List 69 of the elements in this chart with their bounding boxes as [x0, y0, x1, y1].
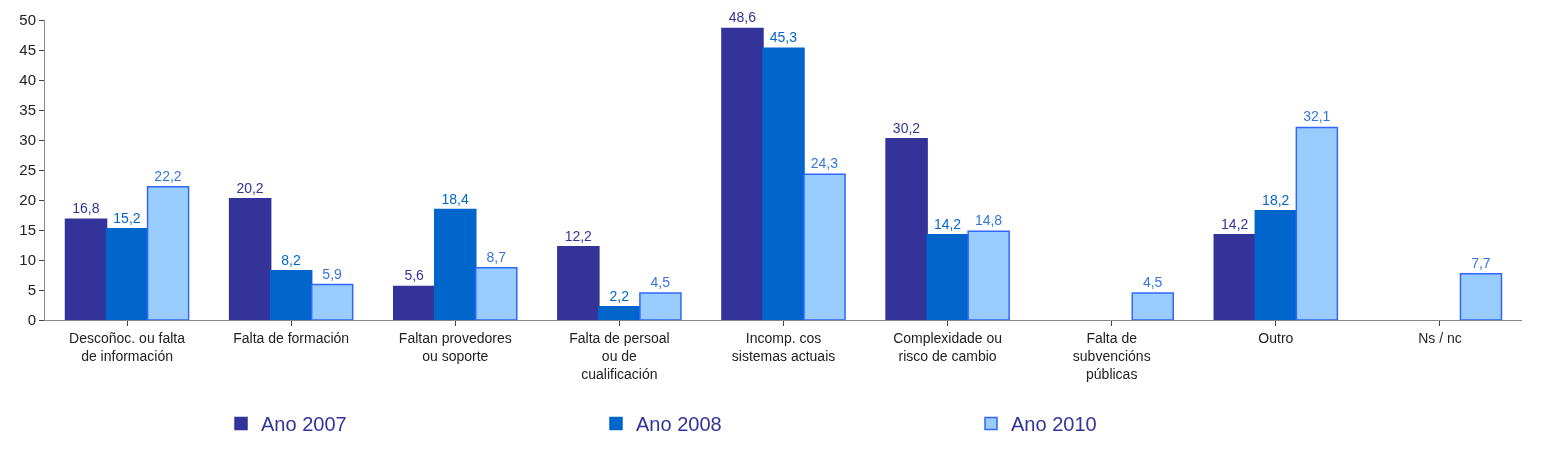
data-label: 8,2 — [281, 251, 301, 268]
data-label: 48,6 — [728, 9, 757, 26]
bar — [434, 208, 477, 320]
bar — [598, 306, 641, 320]
bar — [475, 267, 518, 320]
data-label: 18,4 — [441, 190, 470, 207]
data-label: 24,3 — [810, 155, 839, 172]
y-tick-label: 15 — [19, 221, 36, 239]
data-label: 20,2 — [236, 179, 264, 196]
x-tick-label: Falta de formación — [233, 329, 350, 346]
bar — [1295, 126, 1339, 320]
x-tick-label: Ns / nc — [1418, 329, 1462, 346]
bar — [721, 27, 764, 320]
bar — [803, 173, 846, 320]
y-tick-label: 35 — [19, 101, 36, 119]
y-tick-label: 5 — [27, 281, 36, 299]
bar — [228, 198, 272, 320]
data-label: 18,2 — [1262, 191, 1290, 208]
data-label: 4,5 — [1142, 274, 1163, 290]
bar — [1213, 234, 1257, 320]
y-tick-label: 40 — [19, 71, 36, 89]
bar — [1459, 273, 1503, 320]
data-label: 32,1 — [1303, 108, 1331, 125]
legend-label: Ano 2010 — [1011, 413, 1097, 436]
y-tick-label: 0 — [27, 311, 36, 329]
bar — [639, 292, 682, 320]
bar — [146, 186, 190, 320]
bar — [105, 228, 149, 320]
x-tick-label: Outro — [1258, 329, 1294, 346]
y-tick-label: 30 — [19, 131, 36, 149]
bar — [269, 270, 313, 320]
data-label: 2,2 — [609, 287, 630, 304]
x-tick-label: Falta de subvencións públicas — [1072, 329, 1151, 383]
y-tick-label: 50 — [19, 11, 36, 29]
data-label: 5,9 — [322, 265, 343, 282]
bar — [967, 230, 1010, 320]
legend-label: Ano 2008 — [636, 413, 722, 436]
data-label: 30,2 — [892, 119, 921, 136]
bar — [1131, 292, 1175, 320]
bar — [885, 138, 928, 320]
data-label: 8,7 — [486, 248, 507, 265]
y-tick-label: 20 — [19, 191, 36, 209]
data-label: 14,2 — [933, 215, 962, 232]
bar — [310, 283, 354, 320]
bar — [64, 218, 108, 320]
bar — [392, 285, 436, 320]
data-label: 14,8 — [974, 212, 1003, 229]
data-label: 5,6 — [404, 267, 425, 284]
x-tick-label: Faltan provedores ou soporte — [398, 329, 512, 364]
bar — [762, 47, 805, 320]
data-label: 12,2 — [564, 227, 593, 244]
y-tick-label: 25 — [19, 161, 36, 179]
y-tick-label: 45 — [19, 41, 36, 59]
bar — [1254, 210, 1298, 320]
x-tick-label: Descoñoc. ou falta de información — [69, 329, 186, 364]
data-label: 22,2 — [154, 167, 182, 184]
x-tick-label: Complexidade ou risco de cambio — [893, 329, 1003, 364]
data-label: 45,3 — [769, 29, 798, 46]
data-label: 7,7 — [1471, 254, 1491, 271]
x-tick-label: Falta de persoal ou de cualificación — [569, 329, 670, 383]
y-tick-label: 10 — [19, 251, 36, 269]
legend-label: Ano 2007 — [261, 413, 347, 436]
x-tick-label: Incomp. cos sistemas actuais — [731, 329, 836, 364]
data-label: 14,2 — [1221, 215, 1249, 232]
data-label: 16,8 — [72, 200, 100, 217]
data-label: 4,5 — [650, 274, 671, 290]
bar — [557, 246, 600, 320]
bar — [926, 234, 969, 320]
data-label: 15,2 — [113, 209, 141, 226]
